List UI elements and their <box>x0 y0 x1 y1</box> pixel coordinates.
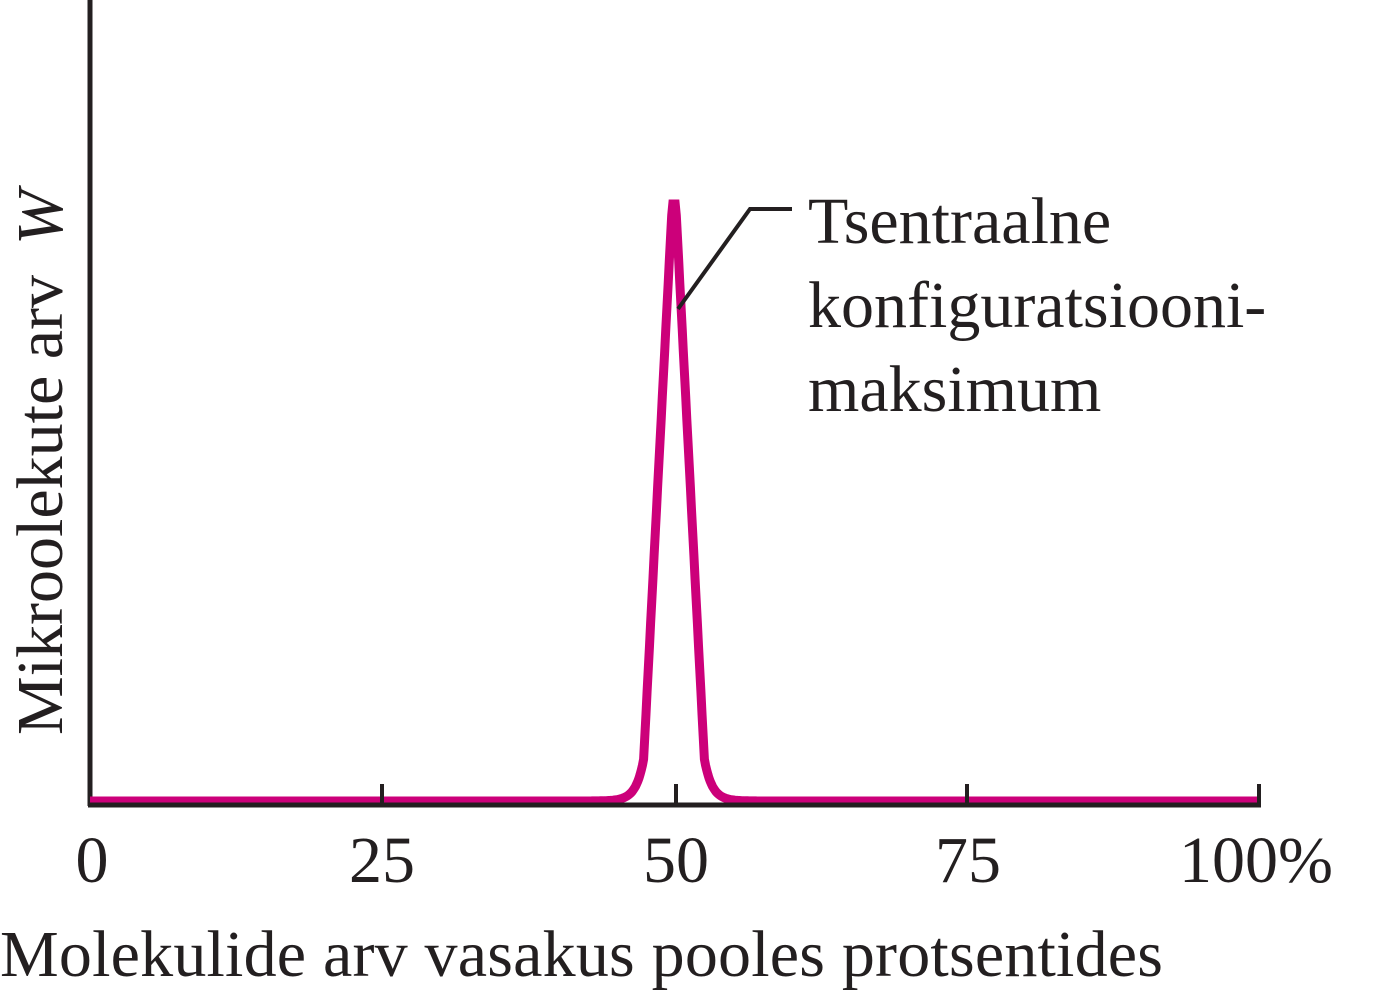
annotation-line-3: maksimum <box>808 353 1102 426</box>
x-tick-label-25: 25 <box>349 824 415 897</box>
annotation-leader-line <box>676 207 792 311</box>
y-axis-title: Mikroolekute arv <box>4 274 77 735</box>
y-axis-label: Mikroolekute arv W <box>4 190 77 735</box>
x-tick-label-0: 0 <box>75 824 109 897</box>
x-axis-label: Molekulide arv vasakus pooles protsentid… <box>0 918 1164 991</box>
annotation-line-1: Tsentraalne <box>808 185 1112 258</box>
x-axis-ticks <box>380 784 1261 807</box>
y-axis-symbol: W <box>4 189 77 245</box>
annotation-line-2: konfiguratsiooni- <box>808 269 1267 342</box>
x-tick-label-75: 75 <box>935 824 1001 897</box>
x-tick-label-50: 50 <box>643 824 709 897</box>
peak-annotation: Tsentraalne konfiguratsiooni- maksimum <box>808 180 1266 432</box>
x-tick-label-100: 100% <box>1179 824 1333 897</box>
distribution-curve <box>90 199 1258 806</box>
